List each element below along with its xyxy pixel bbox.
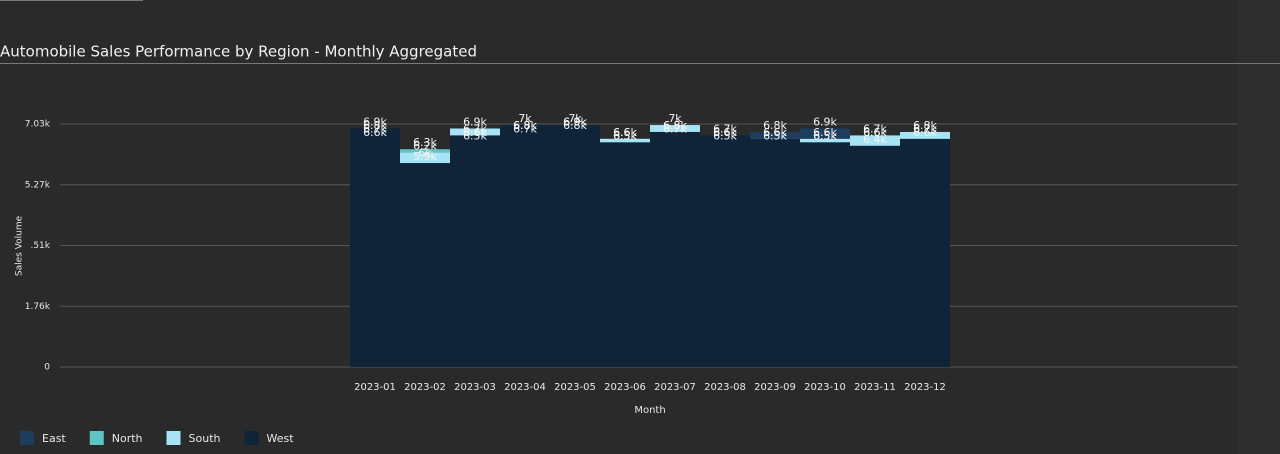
value-label: 6.7k xyxy=(913,122,937,135)
area-step xyxy=(750,138,800,367)
value-label: 6.7k xyxy=(363,122,387,135)
y-tick-label: 1.76k xyxy=(25,302,51,312)
y-tick-label: 0 xyxy=(44,363,50,373)
value-label: 5.9k xyxy=(413,150,437,163)
value-label: 6.6k xyxy=(713,126,737,139)
area-step xyxy=(550,125,600,367)
x-tick-label: 2023-06 xyxy=(604,382,646,393)
value-label: 6.5k xyxy=(713,129,737,142)
area-step xyxy=(450,135,500,367)
value-label: 6.6k xyxy=(363,126,387,139)
value-label: 6.7k xyxy=(463,122,487,135)
legend-label: West xyxy=(266,432,294,445)
x-tick-label: 2023-01 xyxy=(354,382,396,393)
value-label: 6.6k xyxy=(813,126,837,139)
value-label: 6.6k xyxy=(713,126,737,139)
value-label: 6.6k xyxy=(863,126,887,139)
y-tick-label: 7.03k xyxy=(25,120,51,130)
value-label: 6.5k xyxy=(813,129,837,142)
value-label: 6.8k xyxy=(363,119,387,132)
value-label: 6.6k xyxy=(613,126,637,139)
value-label: 6.8k xyxy=(763,119,787,132)
value-label: 6.6k xyxy=(613,126,637,139)
x-tick-label: 2023-05 xyxy=(554,382,596,393)
value-label: 6.8k xyxy=(913,119,937,132)
x-tick-label: 2023-07 xyxy=(654,382,696,393)
value-label: 6.5k xyxy=(613,129,637,142)
value-label: 6.6k xyxy=(863,126,887,139)
value-label: 7k xyxy=(668,112,682,125)
legend-swatch xyxy=(244,431,259,445)
area-step xyxy=(850,145,900,367)
value-label: 6k xyxy=(418,147,432,160)
value-label: 7k xyxy=(568,112,582,125)
area-step xyxy=(350,128,400,367)
area-step xyxy=(900,138,950,367)
value-label: 6.6k xyxy=(913,126,937,139)
value-label: 6.8k xyxy=(663,119,687,132)
value-label: 6.8k xyxy=(513,119,537,132)
area-step xyxy=(650,131,700,367)
value-label: 6.2k xyxy=(413,140,437,153)
x-axis-title: Month xyxy=(634,405,665,416)
legend-swatch xyxy=(89,431,104,445)
area-step xyxy=(600,142,650,367)
value-label: 6.8k xyxy=(663,119,687,132)
value-label: 6.5k xyxy=(763,129,787,142)
value-label: 6.6k xyxy=(463,126,487,139)
value-label: 6.5k xyxy=(813,129,837,142)
x-tick-label: 2023-08 xyxy=(704,382,746,393)
y-tick-label: 5.27k xyxy=(25,180,51,190)
legend-label: North xyxy=(112,432,143,445)
value-label: 6.7k xyxy=(513,122,537,135)
value-label: 6.5k xyxy=(463,129,487,142)
value-label: 6.9k xyxy=(463,115,487,128)
x-tick-label: 2023-11 xyxy=(854,382,896,393)
x-tick-label: 2023-12 xyxy=(904,382,946,393)
value-label: 6.9k xyxy=(563,115,587,128)
value-label: 6.9k xyxy=(363,115,387,128)
value-label: 6.7k xyxy=(863,122,887,135)
value-label: 6.3k xyxy=(413,136,437,149)
y-axis-title: Sales Volume xyxy=(15,215,25,276)
legend-swatch xyxy=(20,431,34,445)
value-label: 6.8k xyxy=(513,119,537,132)
value-label: 6.9k xyxy=(813,115,837,128)
value-label: 6.7k xyxy=(663,122,687,135)
area-step xyxy=(800,142,850,367)
value-label: 6.6k xyxy=(763,126,787,139)
value-label: 7k xyxy=(518,112,532,125)
area-step xyxy=(400,163,450,367)
x-tick-label: 2023-10 xyxy=(804,382,846,393)
value-label: 6.9k xyxy=(563,115,587,128)
area-step xyxy=(700,135,750,367)
chart-title: Automobile Sales Performance by Region -… xyxy=(0,43,477,61)
value-label: 6.8k xyxy=(563,119,587,132)
value-label: 6.7k xyxy=(713,122,737,135)
legend-swatch xyxy=(166,431,181,445)
legend-label: East xyxy=(42,432,66,445)
value-label: 6.5k xyxy=(613,129,637,142)
area-step xyxy=(500,125,550,367)
value-label: 6.4k xyxy=(863,133,887,146)
value-label: 6.7k xyxy=(913,122,937,135)
legend-label: South xyxy=(189,432,221,445)
y-tick-label: .51k xyxy=(30,241,50,251)
x-tick-label: 2023-04 xyxy=(504,382,546,393)
value-label: 6.6k xyxy=(763,126,787,139)
x-tick-label: 2023-09 xyxy=(754,382,796,393)
x-tick-label: 2023-02 xyxy=(404,382,446,393)
x-tick-label: 2023-03 xyxy=(454,382,496,393)
